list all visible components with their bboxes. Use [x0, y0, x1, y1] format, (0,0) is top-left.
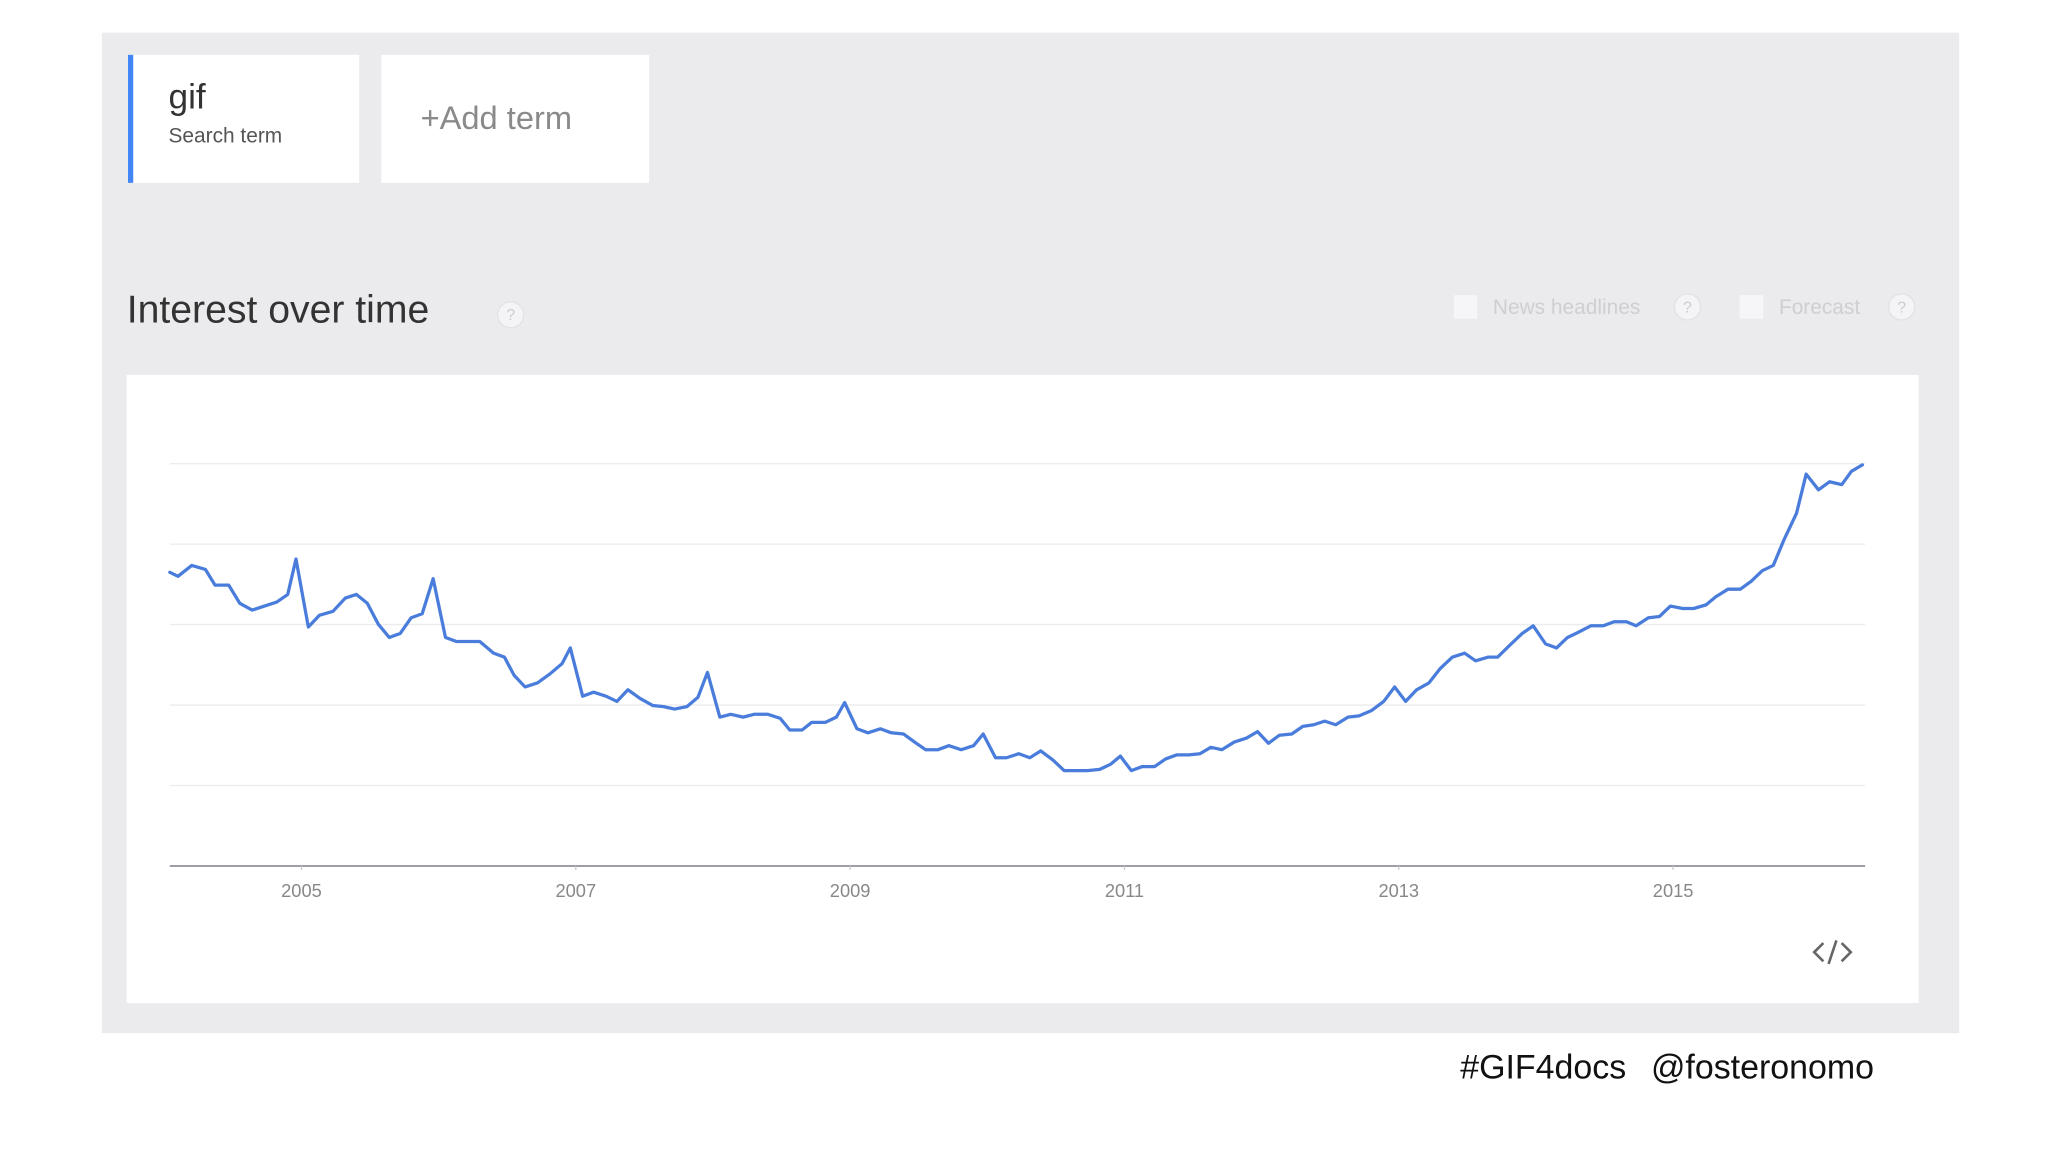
term-label: Search term [168, 125, 282, 148]
x-tick-label: 2009 [830, 880, 871, 901]
x-tick-label: 2011 [1105, 880, 1144, 901]
help-icon[interactable] [1887, 293, 1916, 321]
help-icon-text[interactable]: ? [1683, 299, 1692, 316]
help-icon[interactable] [496, 301, 525, 329]
plot: 2005 2007 2009 2011 2013 2015 [168, 463, 1866, 901]
add-term[interactable]: +Add term [421, 99, 572, 136]
footer-handle: @fosteronomo [1651, 1049, 1874, 1087]
x-tick-label: 2013 [1378, 880, 1419, 901]
x-tick-label: 2015 [1653, 880, 1694, 901]
add-term-card[interactable] [381, 54, 650, 183]
series-line [168, 463, 1865, 773]
chart-card [126, 374, 1919, 1004]
term-color-bar [128, 54, 134, 183]
option-label[interactable]: News headlines [1493, 296, 1640, 319]
x-tick-label: 2005 [281, 880, 322, 901]
checkbox[interactable] [1739, 295, 1764, 319]
help-icon[interactable] [1673, 293, 1702, 321]
help-icon-text[interactable]: ? [506, 307, 515, 324]
footer-tag: #GIF4docs [1460, 1049, 1626, 1087]
section-title: Interest over time [127, 289, 430, 332]
search-term-card[interactable] [128, 54, 360, 183]
term: gif [168, 78, 205, 117]
help-icon-text[interactable]: ? [1897, 299, 1906, 316]
embed-icon[interactable] [1812, 939, 1853, 965]
option-label[interactable]: Forecast [1779, 296, 1860, 319]
x-tick-label: 2007 [555, 880, 596, 901]
checkbox[interactable] [1453, 295, 1478, 319]
